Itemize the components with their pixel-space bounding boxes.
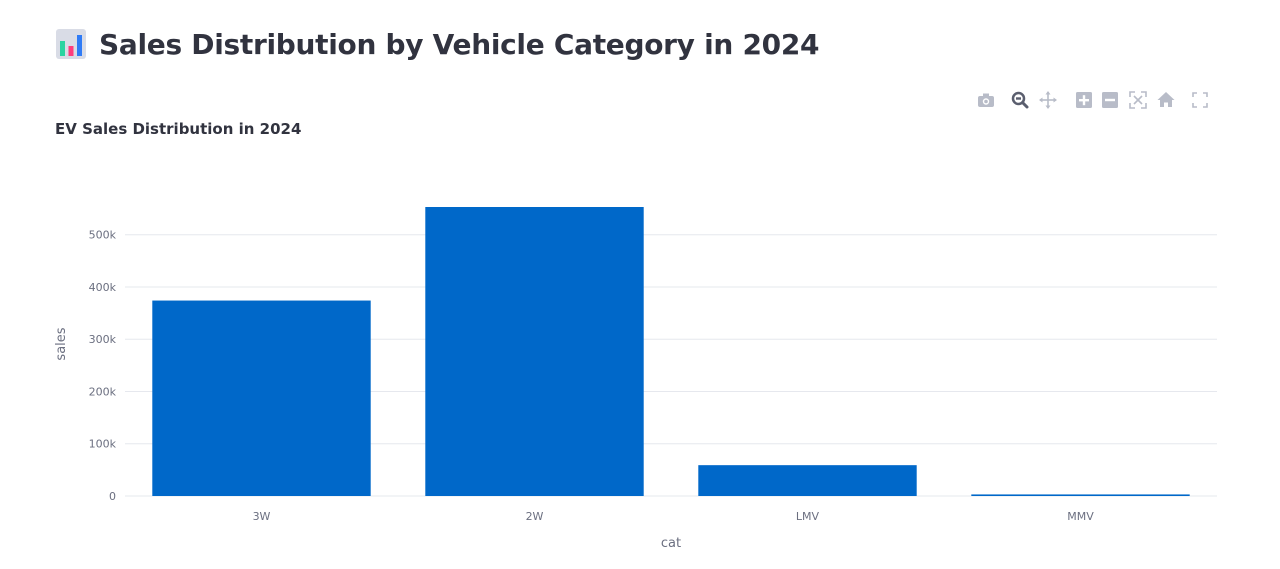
y-axis-title: sales (54, 327, 69, 360)
fullscreen-icon[interactable] (1190, 90, 1210, 110)
page-title: Sales Distribution by Vehicle Category i… (99, 27, 820, 61)
x-tick-label: 3W (253, 510, 271, 523)
zoom-icon[interactable] (1010, 90, 1030, 110)
camera-icon[interactable] (976, 90, 996, 110)
page-header: Sales Distribution by Vehicle Category i… (55, 22, 820, 66)
chart-modebar (976, 90, 1216, 110)
bar-2w[interactable] (425, 207, 644, 496)
x-tick-label: LMV (796, 510, 820, 523)
bar-3w[interactable] (152, 300, 371, 496)
y-tick-label: 300k (89, 333, 117, 346)
reset-axes-home-icon[interactable] (1156, 90, 1176, 110)
y-tick-label: 500k (89, 229, 117, 242)
x-tick-label: MMV (1067, 510, 1094, 523)
bar-lmv[interactable] (698, 465, 917, 496)
autoscale-icon[interactable] (1128, 90, 1148, 110)
bar-mmv[interactable] (971, 494, 1190, 496)
y-tick-label: 200k (89, 385, 117, 398)
y-tick-label: 400k (89, 281, 117, 294)
y-tick-label: 100k (89, 438, 117, 451)
zoom-in-icon[interactable] (1074, 90, 1094, 110)
chart-title: EV Sales Distribution in 2024 (55, 120, 302, 138)
pan-icon[interactable] (1038, 90, 1058, 110)
zoom-out-icon[interactable] (1100, 90, 1120, 110)
x-tick-label: 2W (526, 510, 544, 523)
x-axis-title: cat (661, 536, 681, 551)
bar-chart-icon (56, 29, 86, 59)
y-tick-label: 0 (109, 490, 116, 503)
